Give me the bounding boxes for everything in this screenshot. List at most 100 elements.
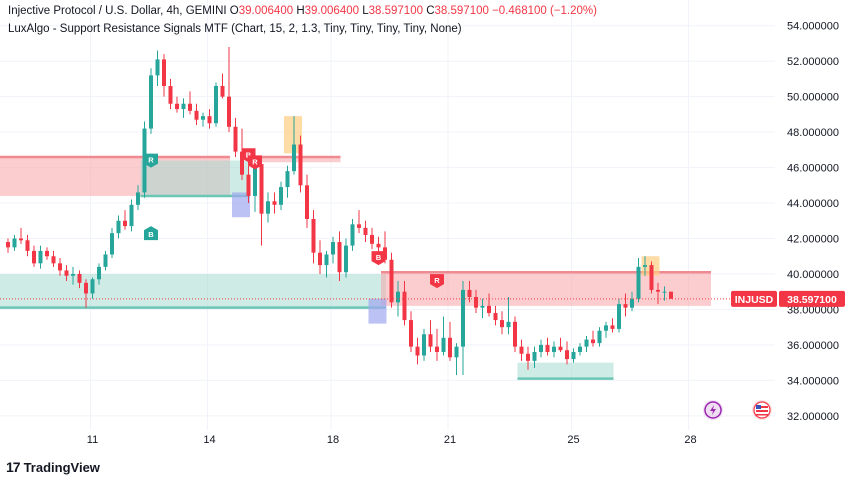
candle-body xyxy=(253,164,257,196)
ohlc-high-label: H xyxy=(296,5,305,17)
price-tick-label: 34.000000 xyxy=(787,375,839,387)
candle-body xyxy=(565,350,569,360)
bolt-icon[interactable] xyxy=(703,400,723,420)
candle-body xyxy=(90,279,95,294)
candle-body xyxy=(162,59,166,87)
time-axis[interactable]: 11 14 18 21 25 28 xyxy=(87,434,697,446)
signal-b-label: B xyxy=(376,253,382,262)
candle-body xyxy=(181,103,186,110)
candle-body xyxy=(272,201,277,205)
candle-body xyxy=(571,351,576,360)
candle-body xyxy=(454,346,459,358)
candle-body xyxy=(19,238,23,241)
price-tag-value-bg xyxy=(779,290,845,307)
ohlc-high: 39.006400 xyxy=(304,5,360,17)
support-zone xyxy=(140,160,250,196)
candle-body xyxy=(246,174,251,196)
candle-body xyxy=(428,334,433,347)
candle-body xyxy=(500,320,504,328)
candle-body xyxy=(493,312,498,321)
candle-body xyxy=(649,265,654,290)
last-price-tag: INJUSD 38.597100 xyxy=(731,290,845,307)
candle-body xyxy=(220,86,225,97)
candle-body xyxy=(480,305,485,308)
candle-body xyxy=(45,250,49,257)
us-flag-icon[interactable] xyxy=(752,400,772,420)
symbol-description[interactable]: Injective Protocol / U.S. Dollar, 4h, GE… xyxy=(8,5,227,17)
tradingview-footer[interactable]: 17 TradingView xyxy=(6,459,100,475)
candle-body xyxy=(474,297,478,308)
candle-body xyxy=(584,339,589,347)
candle-body xyxy=(6,242,10,248)
candle-body xyxy=(259,164,264,214)
candle-body xyxy=(415,346,420,356)
price-axis[interactable]: 54.000000 52.000000 50.000000 48.000000 46.0… xyxy=(787,21,839,423)
candle-body xyxy=(610,325,615,329)
indicator-legend[interactable]: LuxAlgo - Support Resistance Signals MTF… xyxy=(8,23,462,35)
candle-body xyxy=(357,224,361,228)
candle-body xyxy=(623,304,628,308)
candle-body xyxy=(344,245,348,273)
candle-body xyxy=(155,59,160,76)
price-tick-label: 50.000000 xyxy=(787,92,839,104)
signal-r-label: R xyxy=(434,276,440,285)
candle-body xyxy=(168,86,173,104)
price-tick-label: 40.000000 xyxy=(787,269,839,281)
indicator-title[interactable]: LuxAlgo - Support Resistance Signals MTF… xyxy=(8,23,462,35)
ohlc-close-label: C xyxy=(426,5,435,17)
time-tick-label: 14 xyxy=(203,434,215,446)
candle-body xyxy=(656,289,660,292)
signal-r-label: R xyxy=(148,156,154,165)
candle-body xyxy=(441,337,446,352)
candle-body xyxy=(662,291,667,293)
plot-background xyxy=(0,0,775,430)
candle-body xyxy=(578,346,582,352)
candle-body xyxy=(337,242,342,273)
candle-body xyxy=(266,201,270,214)
time-tick-label: 21 xyxy=(444,434,456,446)
candle-body xyxy=(103,254,108,267)
candle-body xyxy=(350,224,355,246)
candle-body xyxy=(422,334,426,356)
time-tick-label: 18 xyxy=(327,434,339,446)
signal-r-marker xyxy=(248,155,262,170)
blue-highlight-box xyxy=(368,298,387,324)
candle-body xyxy=(25,240,30,251)
price-tick-label: 46.000000 xyxy=(787,163,839,175)
signal-b-marker xyxy=(144,226,158,241)
candle-body xyxy=(38,250,43,264)
candle-body xyxy=(513,321,517,347)
price-tick-label: 52.000000 xyxy=(787,56,839,68)
price-tick-label: 48.000000 xyxy=(787,127,839,139)
candle-body xyxy=(376,243,381,248)
price-tag-symbol: INJUSD xyxy=(735,294,774,306)
price-tick-label: 44.000000 xyxy=(787,198,839,210)
candle-body xyxy=(116,220,121,234)
candle-body xyxy=(597,330,602,344)
candle-body xyxy=(71,273,75,276)
candle-body xyxy=(461,289,465,347)
price-tag-value: 38.597100 xyxy=(787,294,837,306)
candle-body xyxy=(539,344,543,352)
candle-body xyxy=(77,273,82,283)
candle-body xyxy=(51,256,56,264)
candle-body xyxy=(175,103,179,110)
chart-header: Injective Protocol / U.S. Dollar, 4h, GE… xyxy=(8,5,597,17)
candle-body xyxy=(58,263,62,271)
grid xyxy=(0,0,775,430)
candle-body xyxy=(617,304,621,329)
candle-body xyxy=(545,344,550,352)
support-zone xyxy=(0,273,386,308)
candle-body xyxy=(591,339,595,344)
price-tick-label: 42.000000 xyxy=(787,234,839,246)
candle-body xyxy=(214,86,218,124)
candle-body xyxy=(64,270,69,276)
candle-body xyxy=(188,103,192,111)
candle-body xyxy=(279,187,283,205)
orange-highlight-box xyxy=(284,116,302,154)
candle-body xyxy=(552,346,556,352)
candle-body xyxy=(194,110,199,120)
